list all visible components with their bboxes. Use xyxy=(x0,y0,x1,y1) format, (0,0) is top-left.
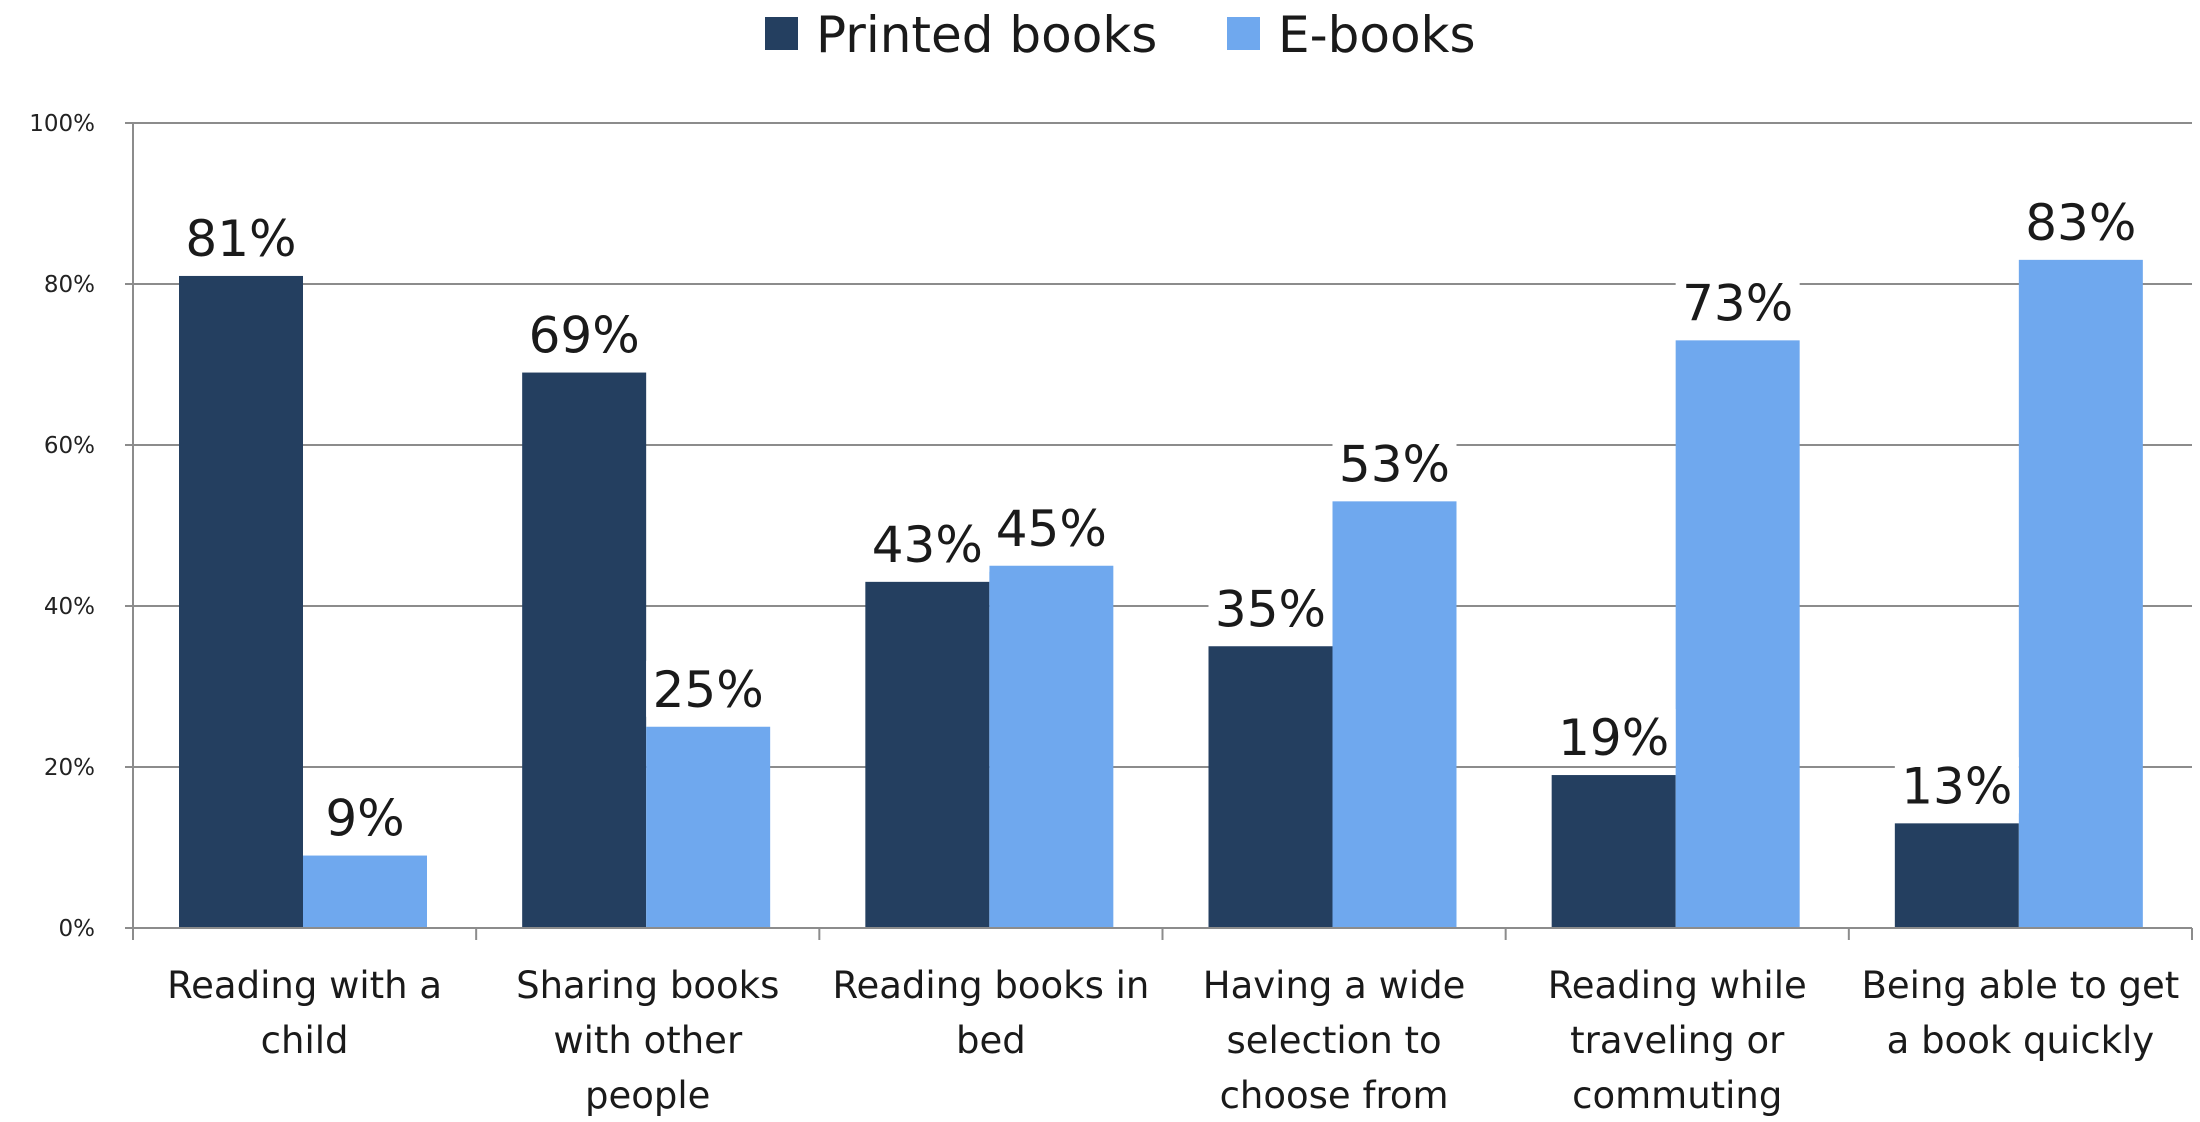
data-label-bg xyxy=(179,209,303,266)
x-tick-label-line: commuting xyxy=(1572,1074,1782,1117)
bar-ebooks xyxy=(303,855,427,928)
bar-ebooks xyxy=(646,726,771,928)
data-label: 53% xyxy=(1339,435,1450,493)
data-label-bg xyxy=(1675,274,1800,331)
x-tick-label-line: child xyxy=(261,1019,349,1062)
legend-label: Printed books xyxy=(816,6,1157,64)
data-label: 45% xyxy=(996,500,1107,558)
bar-printed xyxy=(179,275,303,928)
x-tick-label-line: Sharing books xyxy=(516,964,779,1007)
x-tick-label: Reading with a child xyxy=(167,964,442,1062)
data-label-bg xyxy=(1551,709,1676,766)
chart-legend: Printed books E-books xyxy=(765,6,1476,64)
data-label-bg xyxy=(1208,580,1333,637)
x-tick-label-line: Reading while xyxy=(1548,964,1807,1007)
bar-printed xyxy=(1894,823,2019,928)
bar-ebooks xyxy=(989,565,1114,928)
data-label: 25% xyxy=(653,661,764,719)
x-axis: Reading with a child Sharing books with oth… xyxy=(132,927,2193,1117)
data-label: 9% xyxy=(325,790,404,848)
data-label: 43% xyxy=(872,516,983,574)
x-tick-label-line: people xyxy=(585,1074,710,1117)
data-label-bg xyxy=(522,306,647,363)
bar-ebooks xyxy=(1332,501,1457,928)
x-tick-label-line: a book quickly xyxy=(1887,1019,2155,1062)
data-label: 81% xyxy=(185,210,296,268)
y-tick-label: 100% xyxy=(29,111,95,137)
data-labels: 81% 69% 43% 35% 19% 13% 9% 25% 45% 53% 73% 83% xyxy=(179,193,2143,848)
x-tick-label: Reading books in bed xyxy=(832,964,1149,1062)
data-label: 19% xyxy=(1558,709,1669,767)
data-label: 35% xyxy=(1215,580,1326,638)
x-tick-label-line: Reading books in xyxy=(832,964,1149,1007)
x-tick-label-line: with other xyxy=(553,1019,743,1062)
bar-ebooks xyxy=(1675,340,1800,929)
data-label: 73% xyxy=(1682,274,1793,332)
data-label-bg xyxy=(646,660,771,717)
y-tick-label: 40% xyxy=(44,594,95,620)
bar-printed xyxy=(522,372,647,928)
legend-label: E-books xyxy=(1278,6,1476,64)
bar-printed xyxy=(1551,775,1676,928)
x-tick-label-line: choose from xyxy=(1220,1074,1449,1117)
data-label-bg xyxy=(1332,435,1457,492)
x-tick-label: Having a wide selection to choose from xyxy=(1203,964,1466,1117)
data-label: 13% xyxy=(1901,757,2012,815)
data-label: 83% xyxy=(2025,194,2136,252)
data-label: 69% xyxy=(529,307,640,365)
gridlines xyxy=(133,122,2192,768)
y-tick-label: 20% xyxy=(44,755,95,781)
bars xyxy=(179,259,2143,929)
data-label-bg xyxy=(2018,193,2143,250)
bar-printed xyxy=(1208,646,1333,928)
bar-printed xyxy=(865,581,990,928)
x-tick-label-line: Being able to get xyxy=(1862,964,2180,1007)
x-tick-label: Sharing books with other people xyxy=(516,964,779,1117)
x-tick-label-line: Having a wide xyxy=(1203,964,1466,1007)
legend-swatch-ebooks xyxy=(1227,17,1260,50)
x-tick-label-line: traveling or xyxy=(1570,1019,1785,1062)
x-tick-label-line: bed xyxy=(956,1019,1026,1062)
x-tick-label-line: Reading with a xyxy=(167,964,442,1007)
y-tick-label: 0% xyxy=(59,916,96,942)
data-label-bg xyxy=(1894,757,2019,814)
y-axis: 0% 20% 40% 60% 80% 100% xyxy=(29,111,134,942)
data-label-bg xyxy=(303,789,427,846)
y-tick-label: 80% xyxy=(44,272,95,298)
y-tick-label: 60% xyxy=(44,433,95,459)
data-label-bg xyxy=(989,499,1114,556)
x-tick-label: Reading while traveling or commuting xyxy=(1548,964,1807,1117)
x-tick-label-line: selection to xyxy=(1226,1019,1441,1062)
data-label-bg xyxy=(865,515,990,572)
x-tick-label: Being able to get a book quickly xyxy=(1862,964,2180,1062)
legend-swatch-printed xyxy=(765,17,798,50)
bar-ebooks xyxy=(2018,259,2143,929)
